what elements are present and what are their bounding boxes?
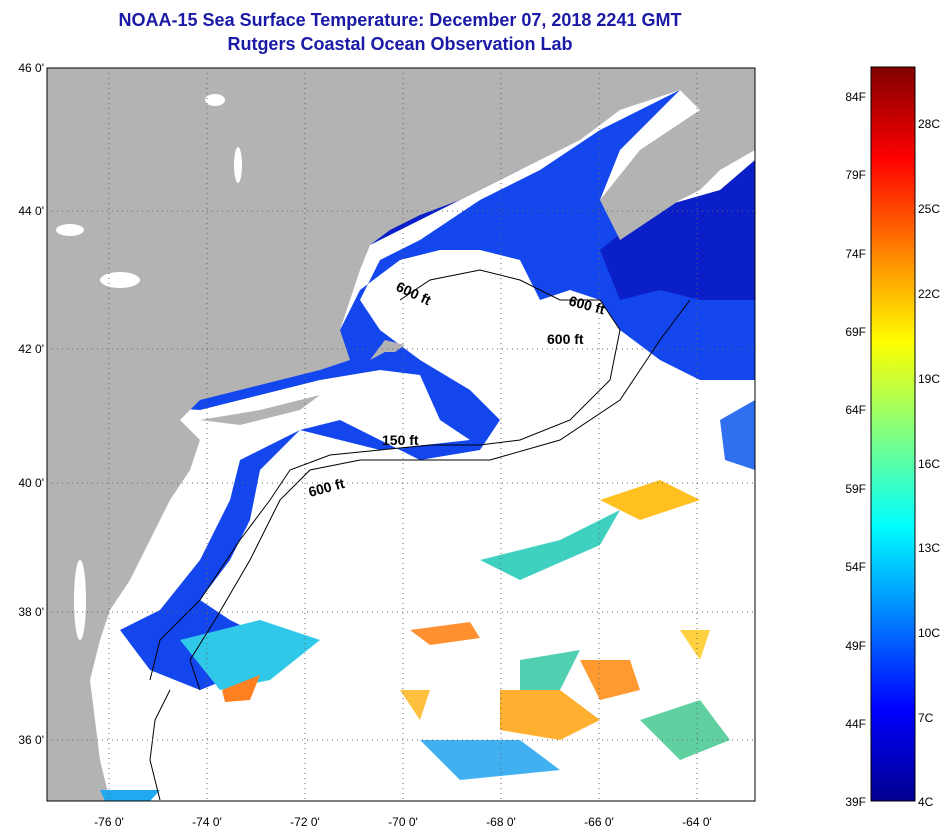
lon-label: -70 0' [388, 815, 418, 829]
colorbar-f-label: 44F [845, 717, 866, 731]
colorbar-c-label: 22C [918, 287, 940, 301]
contour-label: 600 ft [547, 331, 584, 347]
lon-label: -68 0' [486, 815, 516, 829]
lon-label: -64 0' [682, 815, 712, 829]
colorbar-f-label: 64F [845, 403, 866, 417]
lakes [56, 94, 242, 640]
lat-label: 40 0' [18, 476, 44, 490]
colorbar-f-label: 59F [845, 482, 866, 496]
map-title: NOAA-15 Sea Surface Temperature: Decembe… [118, 10, 682, 30]
coastal-cold-water [47, 90, 755, 690]
colorbar-c-label: 4C [918, 795, 934, 809]
colorbar-f-label: 74F [845, 247, 866, 261]
lat-label: 36 0' [18, 733, 44, 747]
colorbar [870, 66, 916, 802]
map-frame [46, 67, 756, 802]
lon-label: -66 0' [584, 815, 614, 829]
warm-water-patches [100, 400, 755, 801]
colorbar-f-label: 84F [845, 90, 866, 104]
lat-label: 42 0' [18, 342, 44, 356]
cape-cod [370, 340, 405, 360]
lat-label: 38 0' [18, 605, 44, 619]
long-island [200, 395, 320, 425]
colorbar-c-label: 10C [918, 626, 940, 640]
lat-label: 46 0' [18, 61, 44, 75]
graticule [47, 68, 755, 801]
colorbar-f-label: 49F [845, 639, 866, 653]
lat-label: 44 0' [18, 204, 44, 218]
contour-label: 150 ft [382, 432, 419, 448]
colorbar-c-label: 28C [918, 117, 940, 131]
colorbar-c-label: 19C [918, 372, 940, 386]
land-mass [47, 68, 755, 801]
colorbar-c-label: 16C [918, 457, 940, 471]
colorbar-c-label: 25C [918, 202, 940, 216]
lon-label: -76 0' [94, 815, 124, 829]
colorbar-c-label: 13C [918, 541, 940, 555]
colorbar-f-label: 39F [845, 795, 866, 809]
colorbar-c-label: 7C [918, 711, 934, 725]
map-subtitle: Rutgers Coastal Ocean Observation Lab [227, 34, 573, 54]
colorbar-f-label: 54F [845, 560, 866, 574]
lon-label: -74 0' [192, 815, 222, 829]
lon-label: -72 0' [290, 815, 320, 829]
colorbar-f-label: 79F [845, 168, 866, 182]
colorbar-f-label: 69F [845, 325, 866, 339]
